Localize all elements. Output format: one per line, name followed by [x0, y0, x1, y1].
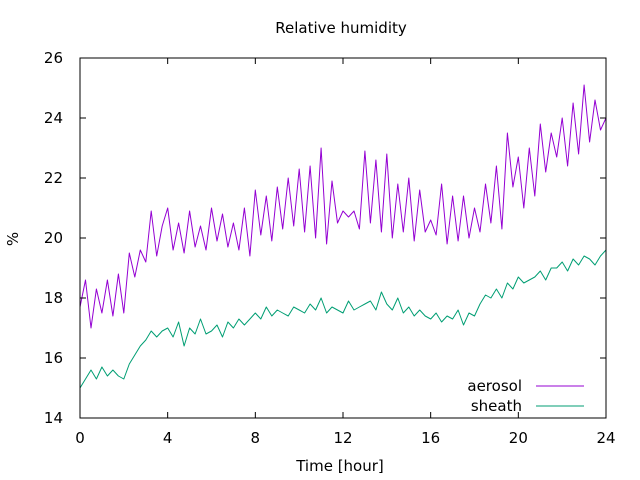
legend-label-sheath: sheath: [471, 397, 522, 415]
y-axis: 14 16 18 20 22 24 26: [44, 49, 606, 427]
y-tick-label: 22: [44, 169, 63, 187]
series-line-aerosol: [79, 84, 607, 329]
x-tick-label: 16: [421, 429, 440, 447]
x-tick-label: 20: [509, 429, 528, 447]
x-tick-label: 0: [75, 429, 85, 447]
y-tick-label: 16: [44, 349, 63, 367]
x-axis: 0 4 8 12 16 20 24: [75, 58, 616, 447]
legend-label-aerosol: aerosol: [467, 377, 522, 395]
x-tick-label: 8: [251, 429, 261, 447]
y-axis-label: %: [4, 232, 22, 246]
x-tick-label: 4: [163, 429, 173, 447]
series-line-sheath: [79, 249, 607, 389]
x-tick-label: 24: [596, 429, 615, 447]
y-tick-label: 14: [44, 409, 63, 427]
chart-title: Relative humidity: [275, 19, 407, 37]
plot-frame: [79, 57, 607, 419]
y-tick-label: 26: [44, 49, 63, 67]
series-layer: [79, 84, 607, 389]
y-tick-label: 20: [44, 229, 63, 247]
legend: aerosol sheath: [467, 377, 584, 415]
y-tick-label: 18: [44, 289, 63, 307]
x-axis-label: Time [hour]: [295, 457, 384, 475]
y-tick-label: 24: [44, 109, 63, 127]
x-tick-label: 12: [333, 429, 352, 447]
